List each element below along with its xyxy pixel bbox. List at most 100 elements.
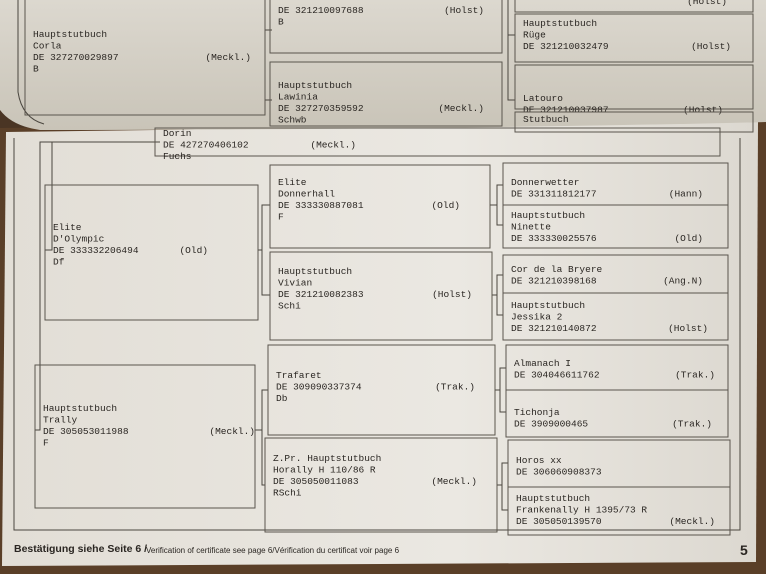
entry-line: Dorin xyxy=(163,128,192,139)
pedigree-connectors xyxy=(35,141,508,511)
pedigree-box xyxy=(502,292,729,341)
pedigree-box xyxy=(514,0,754,13)
entry-line: Hauptstutbuch xyxy=(278,266,352,277)
registration-id: DE 305050139570 xyxy=(516,516,602,527)
entry-line: Lawinia xyxy=(278,92,318,103)
entry-line: Hauptstutbuch xyxy=(511,300,585,311)
coat-color: F xyxy=(43,438,49,449)
registry-region: (Meckl.) xyxy=(205,52,251,63)
entry-line: Vivian xyxy=(278,278,312,289)
registration-id: DE 305050011083 xyxy=(273,476,359,487)
registration-id: DE 321210097688 xyxy=(278,5,364,16)
entry-line: Stutbuch xyxy=(523,114,569,125)
entry-line: Hauptstutbuch xyxy=(516,493,590,504)
pedigree-box xyxy=(154,127,721,157)
pedigree-box xyxy=(267,344,496,436)
registry-region: (Meckl.) xyxy=(438,103,484,114)
footer-translation: Verification of certificate see page 6/V… xyxy=(146,546,400,555)
registration-id: DE 321210140872 xyxy=(511,323,597,334)
entry-line: Rüge xyxy=(523,30,546,41)
entry-line: Hauptstutbuch xyxy=(523,18,597,29)
entry-line: Tichonja xyxy=(514,407,560,418)
registry-region: (Meckl.) xyxy=(431,476,477,487)
entry-line: Z.Pr. Hauptstutbuch xyxy=(273,453,381,464)
registry-region: (Holst) xyxy=(668,323,708,334)
coat-color: Schwb xyxy=(278,115,307,126)
registration-id: DE 427270406102 xyxy=(163,140,249,151)
registry-region: (Holst) xyxy=(444,5,484,16)
pedigree-box xyxy=(514,64,754,110)
registry-region: (Trak.) xyxy=(672,419,712,430)
page-number: 5 xyxy=(740,542,748,558)
entry-line: Horos xx xyxy=(516,455,562,466)
registry-region: (Hann) xyxy=(669,189,703,200)
coat-color: F xyxy=(278,212,284,223)
entry-line: Donnerwetter xyxy=(511,177,579,188)
registry-region: (Holst) xyxy=(683,105,723,116)
entry-line: D'Olympic xyxy=(53,234,105,245)
entry-line: Horally H 110/86 R xyxy=(273,465,376,476)
registration-id: DE 304046611762 xyxy=(514,370,600,381)
coat-color: B xyxy=(278,17,284,28)
entry-line: Ninette xyxy=(511,222,551,233)
pedigree-box xyxy=(507,486,731,536)
entry-line: Cor de la Bryere xyxy=(511,264,603,275)
registry-region: (Meckl.) xyxy=(669,516,715,527)
entry-line: Elite xyxy=(53,222,82,233)
registration-id: DE 327270029897 xyxy=(33,52,119,63)
registration-id: DE 306060908373 xyxy=(516,467,602,478)
upper-page xyxy=(0,0,766,130)
registration-id: DE 321210082383 xyxy=(278,289,364,300)
pedigree-box xyxy=(269,251,493,341)
pedigree-box xyxy=(264,437,498,533)
coat-color: Db xyxy=(276,393,288,404)
entry-line: Elite xyxy=(278,177,307,188)
coat-color: Schi xyxy=(278,301,301,312)
entry-line: Hauptstutbuch xyxy=(33,29,107,40)
entry-line: Frankenally H 1395/73 R xyxy=(516,505,647,516)
entry-line: Hauptstutbuch xyxy=(43,403,117,414)
entry-line: Almanach I xyxy=(514,358,571,369)
pedigree-box xyxy=(44,184,259,321)
pedigree-box xyxy=(505,389,729,438)
registry-region: (Trak.) xyxy=(435,382,475,393)
registration-id: DE 321210398168 xyxy=(511,276,597,287)
registry-region: (Meckl.) xyxy=(310,140,356,151)
registry-region: (Holst) xyxy=(687,0,727,7)
registration-id: DE 3909000465 xyxy=(514,419,588,430)
registration-id: DE 305053011988 xyxy=(43,426,129,437)
registration-id: DE 327270359592 xyxy=(278,103,364,114)
entry-line: Donnerhall xyxy=(278,189,335,200)
coat-color: Df xyxy=(53,257,65,268)
registry-region: (Old) xyxy=(674,233,703,244)
entry-line: Hauptstutbuch xyxy=(278,80,352,91)
registration-id: DE 321210032479 xyxy=(523,41,609,52)
coat-color: Fuchs xyxy=(163,151,192,162)
pedigree-box xyxy=(34,364,256,509)
pedigree-box xyxy=(269,0,503,54)
registration-id: DE 309090337374 xyxy=(276,382,362,393)
registration-id: DE 331311812177 xyxy=(511,189,597,200)
registration-id: DE 321210037987 xyxy=(523,105,609,116)
entry-line: Hauptstutbuch xyxy=(511,210,585,221)
coat-color: B xyxy=(33,64,39,75)
registration-id: DE 333330025576 xyxy=(511,233,597,244)
footer-confirmation: Bestätigung siehe Seite 6 / xyxy=(14,543,147,555)
registry-region: (Holst) xyxy=(691,41,731,52)
registry-region: (Old) xyxy=(179,245,208,256)
registry-region: (Meckl.) xyxy=(209,426,255,437)
pedigree-box xyxy=(514,13,754,63)
pedigree-box xyxy=(269,61,503,127)
lower-frame xyxy=(13,138,741,531)
entry-line: Trally xyxy=(43,415,78,426)
coat-color: RSchi xyxy=(273,488,302,499)
pedigree-box xyxy=(514,111,754,133)
registry-region: (Old) xyxy=(431,200,460,211)
registration-id: DE 333332206494 xyxy=(53,245,139,256)
pedigree-box xyxy=(502,204,729,249)
entry-line: Jessika 2 xyxy=(511,312,563,323)
lower-page xyxy=(2,122,758,566)
entry-line: Trafaret xyxy=(276,370,322,381)
registry-region: (Trak.) xyxy=(675,370,715,381)
